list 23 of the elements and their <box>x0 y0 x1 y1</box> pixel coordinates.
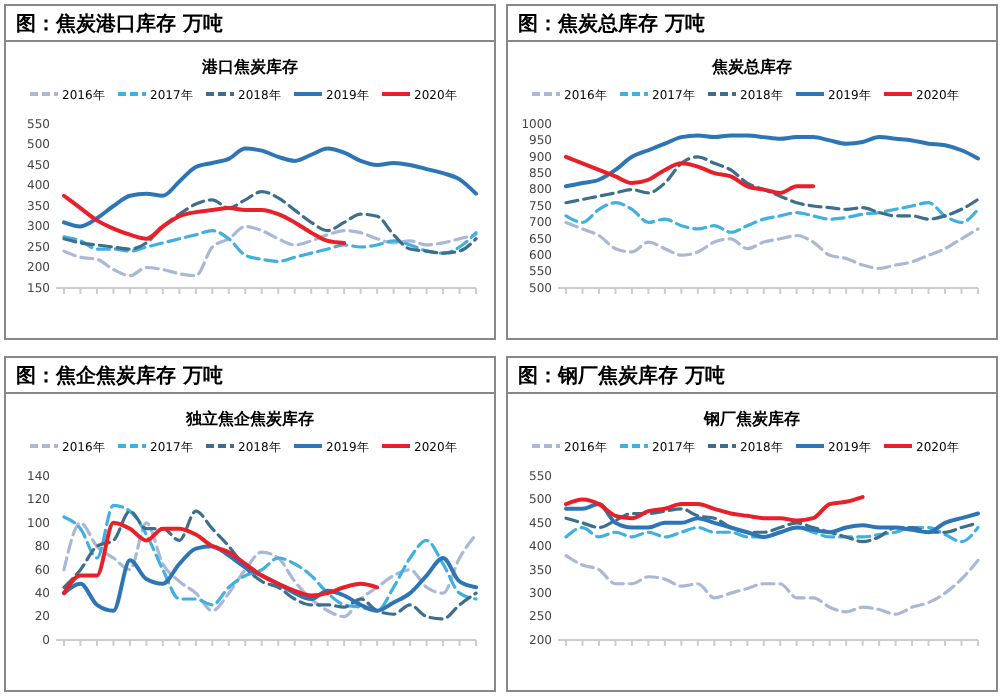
line-series <box>564 525 980 544</box>
line-series <box>62 544 478 613</box>
line-series <box>62 224 478 278</box>
line-series <box>564 155 980 221</box>
chart-title: 图：焦炭港口库存 万吨 <box>16 12 223 36</box>
line-series <box>62 193 347 245</box>
chart-subtitle: 港口焦炭库存 <box>200 56 298 76</box>
line-series <box>62 190 478 255</box>
line-series <box>62 520 380 598</box>
chart-title: 图：焦企焦炭库存 万吨 <box>16 364 223 388</box>
chart-title: 图：钢厂焦炭库存 万吨 <box>518 364 725 388</box>
line-series <box>564 495 865 523</box>
chart-subtitle: 焦炭总库存 <box>710 56 792 76</box>
line-series <box>62 146 478 229</box>
line-series <box>564 201 980 234</box>
line-series <box>62 229 478 263</box>
line-series <box>564 133 980 189</box>
chart-title: 图：焦炭总库存 万吨 <box>518 12 705 36</box>
chart-subtitle: 独立焦企焦炭库存 <box>184 408 314 428</box>
line-series <box>564 554 980 616</box>
line-series <box>564 220 980 270</box>
chart-subtitle: 钢厂焦炭库存 <box>702 408 800 428</box>
line-series <box>564 154 816 195</box>
